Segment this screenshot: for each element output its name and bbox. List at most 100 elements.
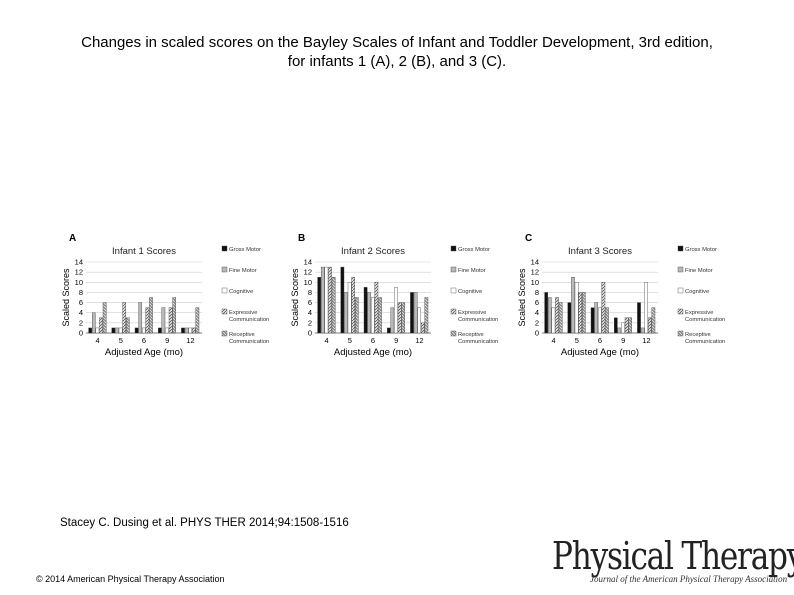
bar-cognitive — [141, 327, 146, 334]
legend-label: Gross Motor — [685, 247, 717, 253]
bar-gross-motor — [613, 317, 618, 334]
x-tick-label: 6 — [598, 336, 602, 345]
legend-swatch — [221, 287, 228, 294]
bar-expressive-communication — [578, 292, 582, 334]
bar-cognitive — [417, 307, 421, 334]
bar-receptive-communication — [331, 277, 336, 334]
bar-cognitive — [621, 322, 625, 334]
legend-label: Communication — [229, 339, 269, 345]
y-tick-label: 8 — [535, 288, 539, 297]
bar-gross-motor — [386, 327, 391, 334]
bar-expressive-communication — [99, 317, 103, 334]
x-tick-label: 12 — [186, 336, 194, 345]
bar-fine-motor — [161, 307, 166, 334]
legend-swatch — [221, 308, 228, 315]
bar-cognitive — [165, 327, 169, 334]
legend-label: Gross Motor — [229, 247, 261, 253]
y-axis-label: Scaled Scores — [61, 268, 71, 327]
x-tick-label: 12 — [642, 336, 650, 345]
legend-label: Cognitive — [685, 289, 709, 295]
bar-gross-motor — [111, 327, 116, 334]
y-axis-label: Scaled Scores — [290, 268, 300, 327]
x-tick-label: 9 — [165, 336, 169, 345]
bar-receptive-communication — [605, 307, 609, 334]
bar-expressive-communication — [328, 266, 332, 334]
x-tick-label: 4 — [96, 336, 100, 345]
bar-gross-motor — [363, 287, 368, 334]
y-tick-label: 0 — [535, 329, 539, 338]
legend-label: Fine Motor — [458, 268, 486, 274]
bar-cognitive — [118, 327, 123, 334]
y-tick-label: 2 — [535, 318, 539, 327]
legend-swatch — [221, 330, 228, 337]
legend-label: Receptive — [229, 332, 255, 338]
legend-swatch — [677, 287, 684, 294]
bar-fine-motor — [390, 307, 395, 334]
legend-swatch — [677, 330, 684, 337]
y-tick-label: 10 — [75, 278, 83, 287]
bar-gross-motor — [88, 327, 93, 334]
legend-label: Communication — [685, 317, 725, 323]
bar-expressive-communication — [374, 282, 379, 334]
bar-expressive-communication — [397, 302, 402, 334]
y-tick-label: 12 — [75, 268, 83, 277]
journal-logo-subtitle: Journal of the American Physical Therapy… — [590, 574, 788, 584]
panel-letter: C — [525, 233, 532, 244]
y-tick-label: 2 — [79, 318, 83, 327]
y-tick-label: 4 — [535, 308, 539, 317]
x-tick-label: 9 — [621, 336, 625, 345]
y-axis-label: Scaled Scores — [517, 268, 527, 327]
bar-fine-motor — [115, 327, 119, 334]
legend-label: Expressive — [685, 310, 713, 316]
x-tick-label: 6 — [142, 336, 146, 345]
y-tick-label: 14 — [75, 258, 83, 267]
bar-gross-motor — [544, 292, 549, 334]
chart-title: Infant 3 Scores — [568, 246, 632, 257]
bar-receptive-communication — [558, 302, 563, 334]
legend-label: Expressive — [229, 310, 257, 316]
legend-swatch — [677, 308, 684, 315]
x-tick-label: 5 — [575, 336, 579, 345]
y-tick-label: 0 — [308, 329, 312, 338]
bar-expressive-communication — [122, 302, 126, 334]
legend-label: Communication — [229, 317, 269, 323]
journal-logo: Physical Therapy Journal of the American… — [552, 536, 794, 588]
bar-fine-motor — [640, 327, 645, 334]
bar-receptive-communication — [628, 317, 632, 334]
legend-label: Communication — [685, 339, 725, 345]
x-axis-label: Adjusted Age (mo) — [334, 347, 412, 358]
bar-receptive-communication — [355, 297, 359, 334]
legend-label: Fine Motor — [229, 268, 257, 274]
bar-expressive-communication — [601, 282, 606, 334]
legend-swatch — [450, 287, 457, 294]
y-tick-label: 8 — [308, 288, 312, 297]
x-tick-label: 12 — [415, 336, 423, 345]
legend-label: Cognitive — [458, 289, 482, 295]
chart-title: Infant 1 Scores — [112, 246, 176, 257]
bar-receptive-communication — [401, 302, 405, 334]
bar-fine-motor — [617, 327, 622, 334]
bar-expressive-communication — [420, 322, 425, 334]
bar-cognitive — [95, 327, 100, 334]
chart-panel-b: B Infant 2 Scores 0 2 4 6 8 10 12 14 Scaled Scores… — [290, 230, 518, 360]
legend-swatch — [450, 330, 457, 337]
bar-receptive-communication — [582, 292, 586, 334]
x-axis-label: Adjusted Age (mo) — [561, 347, 639, 358]
bar-expressive-communication — [145, 307, 150, 334]
bar-receptive-communication — [149, 297, 153, 334]
bar-fine-motor — [548, 297, 552, 334]
legend-swatch — [450, 245, 457, 252]
bar-receptive-communication — [651, 307, 656, 334]
bar-receptive-communication — [424, 297, 429, 334]
bar-cognitive — [644, 282, 648, 334]
legend-swatch — [221, 245, 228, 252]
legend-label: Receptive — [458, 332, 484, 338]
bar-gross-motor — [134, 327, 139, 334]
x-tick-label: 4 — [325, 336, 329, 345]
citation: Stacey C. Dusing et al. PHYS THER 2014;9… — [60, 517, 349, 529]
x-tick-label: 9 — [394, 336, 398, 345]
bar-fine-motor — [92, 312, 96, 334]
